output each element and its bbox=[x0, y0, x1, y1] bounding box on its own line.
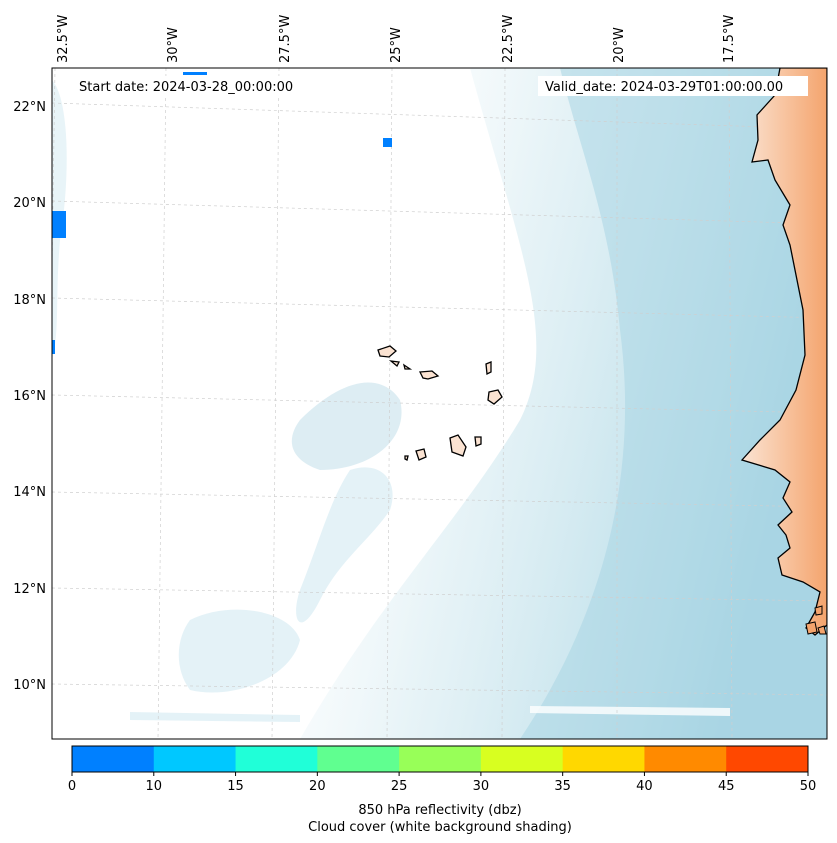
start-date-label: Start date: 2024-03-28_00:00:00 bbox=[72, 76, 320, 96]
svg-text:17.5°W: 17.5°W bbox=[722, 15, 737, 63]
colorbar-tick-label: 25 bbox=[391, 779, 408, 794]
map-frame bbox=[51, 67, 828, 740]
valid-date-label: Valid_date: 2024-03-29T01:00:00.00 bbox=[538, 76, 808, 96]
colorbar-tick-label: 45 bbox=[718, 779, 735, 794]
colorbar-swatch bbox=[399, 746, 482, 772]
colorbar-swatch bbox=[153, 746, 237, 772]
colorbar-swatch bbox=[317, 746, 400, 772]
svg-text:Valid_date: 2024-03-29T01:00:0: Valid_date: 2024-03-29T01:00:00.00 bbox=[545, 80, 783, 95]
colorbar-frame bbox=[71, 745, 809, 773]
svg-text:12°N: 12°N bbox=[13, 582, 46, 597]
svg-text:16°N: 16°N bbox=[13, 389, 46, 404]
svg-text:Start date: 2024-03-28_00:00:0: Start date: 2024-03-28_00:00:00 bbox=[79, 80, 293, 95]
colorbar-tick-label: 30 bbox=[473, 779, 490, 794]
svg-text:18°N: 18°N bbox=[13, 293, 46, 308]
colorbar-tick-label: 10 bbox=[146, 779, 163, 794]
svg-text:25°W: 25°W bbox=[389, 27, 404, 63]
svg-text:14°N: 14°N bbox=[13, 485, 46, 500]
colorbar-swatch bbox=[726, 746, 809, 772]
colorbar-tick-label: 40 bbox=[636, 779, 653, 794]
bijagos-islands bbox=[805, 605, 827, 635]
svg-text:32.5°W: 32.5°W bbox=[56, 15, 71, 63]
svg-text:22°N: 22°N bbox=[13, 100, 46, 115]
africa-land bbox=[740, 68, 827, 636]
colorbar-tick-label: 35 bbox=[554, 779, 571, 794]
svg-text:30°W: 30°W bbox=[166, 27, 181, 63]
colorbar-title: 850 hPa reflectivity (dbz) bbox=[358, 803, 521, 818]
svg-text:22.5°W: 22.5°W bbox=[501, 15, 516, 63]
colorbar-swatches bbox=[72, 746, 809, 772]
map-panel bbox=[52, 68, 827, 739]
colorbar-tick-label: 20 bbox=[309, 779, 326, 794]
svg-text:20°N: 20°N bbox=[13, 196, 46, 211]
cape-verde-islands bbox=[377, 345, 503, 461]
colorbar-swatch bbox=[72, 746, 155, 772]
reflectivity-echoes bbox=[52, 72, 392, 354]
svg-text:10°N: 10°N bbox=[13, 678, 46, 693]
colorbar-swatch bbox=[644, 746, 727, 772]
svg-text:27.5°W: 27.5°W bbox=[278, 15, 293, 63]
svg-text:20°W: 20°W bbox=[612, 27, 627, 63]
colorbar-tick-label: 0 bbox=[68, 779, 76, 794]
colorbar-ticks: 0 10 15 20 25 30 35 40 45 50 bbox=[68, 772, 816, 794]
colorbar-subtitle: Cloud cover (white background shading) bbox=[308, 820, 572, 835]
colorbar-tick-label: 15 bbox=[227, 779, 244, 794]
latitude-labels: 22°N 20°N 18°N 16°N 14°N 12°N 10°N bbox=[13, 100, 46, 693]
colorbar-swatch bbox=[562, 746, 645, 772]
colorbar-swatch bbox=[480, 746, 564, 772]
longitude-labels: 32.5°W 30°W 27.5°W 25°W 22.5°W 20°W 17.5… bbox=[56, 15, 737, 63]
colorbar-swatch bbox=[235, 746, 318, 772]
colorbar-tick-label: 50 bbox=[800, 779, 817, 794]
cloud-cover-shading bbox=[52, 68, 827, 739]
graticule bbox=[52, 68, 827, 739]
reflectivity-colorbar: 0 10 15 20 25 30 35 40 45 50 850 hPa reflectivity… bbox=[68, 745, 816, 835]
